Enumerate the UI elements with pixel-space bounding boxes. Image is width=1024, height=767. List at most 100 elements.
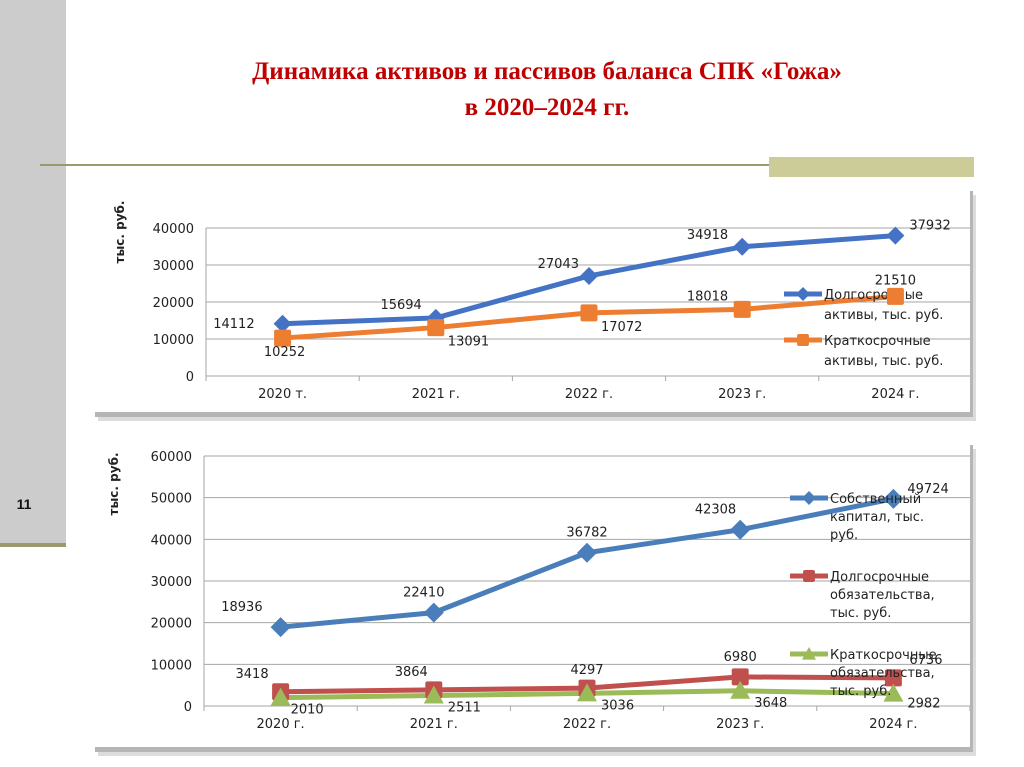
x-tick-label: 2020 г. <box>257 717 305 732</box>
legend-triangle-icon <box>802 647 816 660</box>
slide-title: Динамика активов и пассивов баланса СПК … <box>70 54 1024 126</box>
data-label: 14112 <box>213 317 254 332</box>
triangle-marker-icon <box>270 687 291 706</box>
chart-assets: 0 10000 20000 30000 40000 2020 т. 2021 г. 2022 … <box>113 200 973 402</box>
legend-label: тыс. руб. <box>830 684 891 699</box>
data-label: 2511 <box>448 701 481 716</box>
x-tick-label: 2021 г. <box>412 387 460 402</box>
x-tick-label: 2021 г. <box>410 717 458 732</box>
diamond-marker-icon <box>883 488 904 509</box>
data-label: 6736 <box>909 653 942 668</box>
y-tick-label: 20000 <box>151 617 192 632</box>
y-axis-title: тыс. руб. <box>113 200 127 263</box>
data-label: 34918 <box>687 228 728 243</box>
data-label: 27043 <box>538 257 579 272</box>
diamond-marker-icon <box>423 602 444 623</box>
data-label: 3864 <box>395 665 428 680</box>
diamond-marker-icon <box>886 226 905 245</box>
diamond-marker-icon <box>270 617 291 638</box>
data-label: 36782 <box>566 526 607 541</box>
data-label: 37932 <box>909 219 950 234</box>
legend-label: Краткосрочные <box>830 648 937 663</box>
data-label: 15694 <box>380 298 421 313</box>
diamond-marker-icon <box>730 519 751 540</box>
square-marker-icon <box>886 287 904 305</box>
legend-label: Долгосрочные <box>824 288 923 303</box>
data-label: 3036 <box>601 698 634 713</box>
legend-label: руб. <box>830 528 858 543</box>
slide-sidebar <box>0 0 66 546</box>
legend-label: активы, тыс. руб. <box>824 308 943 323</box>
y-tick-label: 0 <box>184 700 192 715</box>
diamond-marker-icon <box>580 266 598 285</box>
legend-label: активы, тыс. руб. <box>824 354 943 369</box>
data-label: 3648 <box>754 696 787 711</box>
data-label: 13091 <box>448 335 489 350</box>
diamond-marker-icon <box>577 542 597 563</box>
chart-assets-panel: 0 10000 20000 30000 40000 2020 т. 2021 г. 2022 … <box>92 186 973 412</box>
square-marker-icon <box>884 669 902 687</box>
data-label: 17072 <box>601 320 642 335</box>
y-tick-label: 30000 <box>151 575 192 590</box>
triangle-marker-icon <box>423 685 444 704</box>
legend-square-icon <box>803 570 815 582</box>
square-marker-icon <box>731 668 749 686</box>
slide-title-line1: Динамика активов и пассивов баланса СПК … <box>252 58 842 85</box>
data-label: 10252 <box>264 345 305 360</box>
data-label: 42308 <box>695 503 736 518</box>
data-label: 21510 <box>875 273 916 288</box>
y-tick-label: 40000 <box>151 533 192 548</box>
chart-liabilities-panel: 0 10000 20000 30000 40000 50000 60000 2020 г. 20… <box>92 440 971 747</box>
legend-label: тыс. руб. <box>830 606 891 621</box>
legend-label: обязательства, <box>830 666 935 681</box>
y-tick-label: 50000 <box>151 492 192 507</box>
slide-title-line2: в 2020–2024 гг. <box>464 94 630 121</box>
data-label: 2010 <box>291 703 324 718</box>
title-divider <box>40 164 974 166</box>
y-tick-label: 60000 <box>151 450 192 465</box>
legend-label: Долгосрочные <box>830 570 929 585</box>
square-marker-icon <box>274 329 292 347</box>
data-label: 49724 <box>907 482 948 497</box>
square-marker-icon <box>580 304 598 322</box>
square-marker-icon <box>733 300 751 318</box>
x-tick-label: 2023 г. <box>716 717 764 732</box>
x-tick-label: 2020 т. <box>258 387 307 402</box>
legend-label: обязательства, <box>830 588 935 603</box>
data-label: 2982 <box>907 697 940 712</box>
y-tick-label: 40000 <box>153 222 194 237</box>
x-tick-label: 2024 г. <box>869 717 917 732</box>
x-tick-label: 2022 г. <box>563 717 611 732</box>
triangle-marker-icon <box>577 683 597 702</box>
y-tick-label: 10000 <box>151 658 192 673</box>
legend-label: Собственный <box>830 492 921 507</box>
legend-diamond-icon <box>796 287 810 301</box>
data-label: 4297 <box>570 663 603 678</box>
legend-label: капитал, тыс. <box>830 510 924 525</box>
data-label: 6980 <box>724 650 757 665</box>
data-label: 22410 <box>403 586 444 601</box>
sidebar-divider <box>0 543 66 547</box>
data-label: 18936 <box>221 600 262 615</box>
triangle-marker-icon <box>883 683 904 702</box>
legend-square-icon <box>797 334 809 346</box>
diamond-marker-icon <box>733 237 752 256</box>
data-label: 18018 <box>687 289 728 304</box>
legend-diamond-icon <box>802 491 816 505</box>
series-line <box>280 496 894 630</box>
x-tick-label: 2024 г. <box>871 387 919 402</box>
square-marker-icon <box>427 319 445 337</box>
x-tick-label: 2023 г. <box>718 387 766 402</box>
y-tick-label: 20000 <box>153 296 194 311</box>
y-axis-title: тыс. руб. <box>107 452 121 515</box>
slide-number: 11 <box>16 496 32 512</box>
y-tick-label: 10000 <box>153 333 194 348</box>
y-tick-label: 0 <box>186 370 194 385</box>
diamond-marker-icon <box>273 314 292 333</box>
x-tick-label: 2022 г. <box>565 387 613 402</box>
data-label: 3418 <box>236 667 269 682</box>
legend-label: Краткосрочные <box>824 334 931 349</box>
y-tick-label: 30000 <box>153 259 194 274</box>
title-divider-accent <box>769 157 974 177</box>
